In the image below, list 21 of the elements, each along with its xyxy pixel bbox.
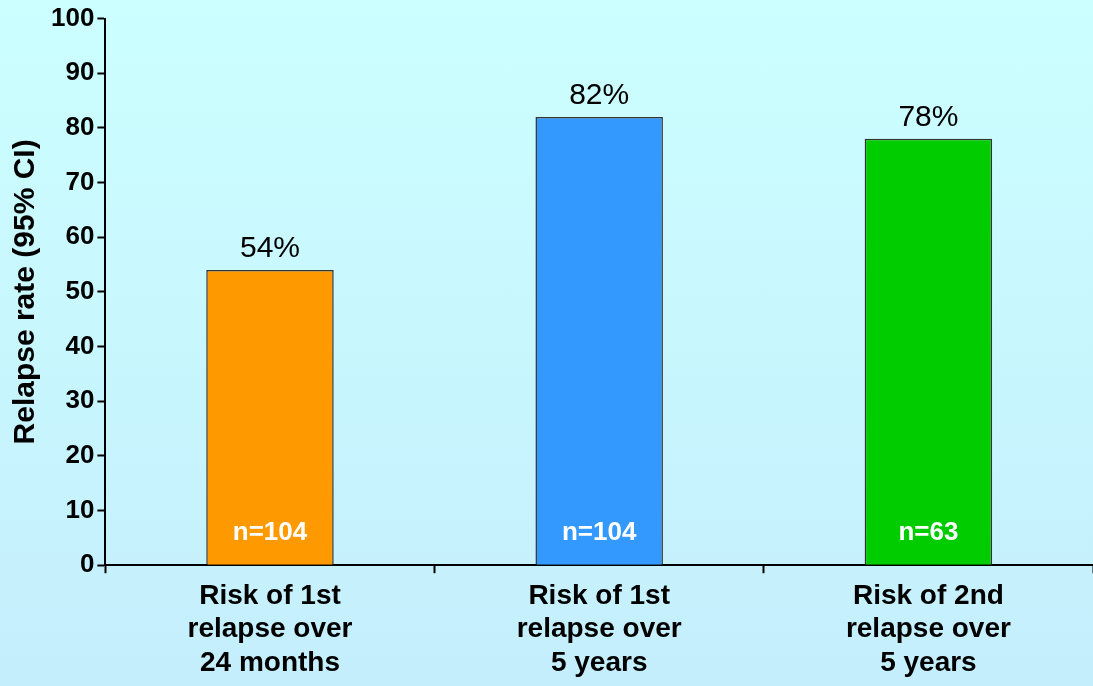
x-tick-label: Risk of 2nd relapse over 5 years bbox=[845, 578, 1011, 677]
data-label: 54% bbox=[239, 230, 301, 264]
annotation: n=104 bbox=[232, 516, 308, 547]
annotation: n=63 bbox=[898, 516, 959, 547]
x-tick-label: Risk of 1st relapse over 5 years bbox=[516, 578, 682, 677]
data-label: 78% bbox=[898, 99, 959, 133]
y-tick-label: 40 bbox=[65, 329, 95, 360]
y-tick-label: 90 bbox=[65, 56, 95, 87]
y-tick-label: 60 bbox=[65, 220, 95, 251]
y-axis-title: Relapse rate (95% CI) bbox=[7, 139, 41, 445]
y-tick-label: 0 bbox=[79, 548, 95, 579]
y-tick-label: 10 bbox=[65, 493, 95, 524]
y-tick-label: 100 bbox=[50, 1, 95, 32]
y-tick-label: 70 bbox=[65, 165, 95, 196]
y-tick-label: 20 bbox=[65, 439, 95, 470]
y-tick-label: 30 bbox=[65, 384, 95, 415]
data-label: 82% bbox=[569, 77, 630, 111]
x-tick-label: Risk of 1st relapse over 24 months bbox=[187, 578, 353, 677]
y-tick-label: 50 bbox=[65, 275, 95, 306]
annotation: n=104 bbox=[561, 516, 637, 547]
y-tick-label: 80 bbox=[65, 111, 95, 142]
